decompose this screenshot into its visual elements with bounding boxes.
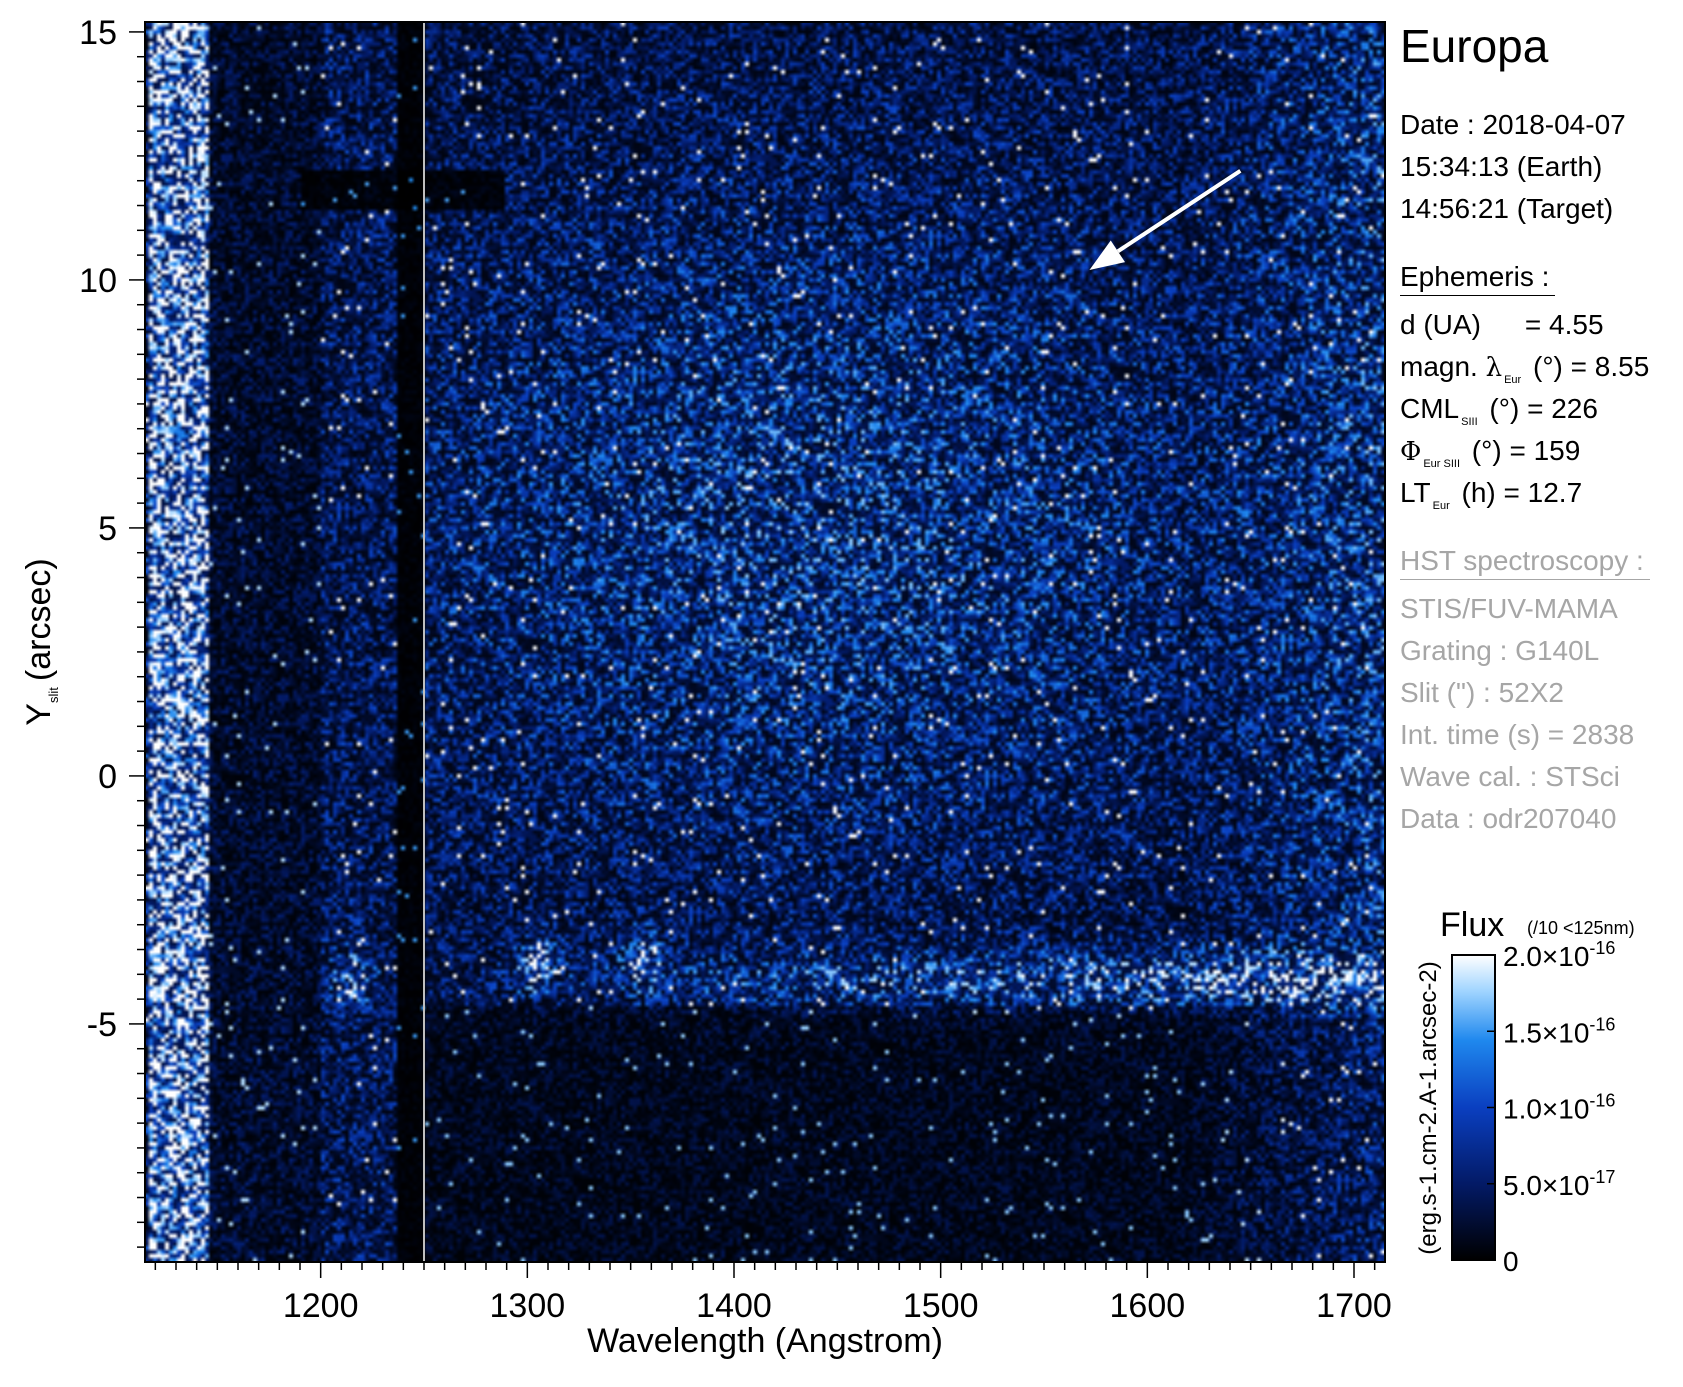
- distance-value: = 4.55: [1524, 309, 1604, 340]
- ephemeris-heading: Ephemeris :: [1400, 256, 1556, 298]
- cml-label: CML: [1400, 393, 1460, 424]
- x-tick-label: 1500: [903, 1287, 979, 1325]
- y-tick-label: 0: [98, 758, 117, 796]
- colorbar-tick-label: 1.5×10-16: [1503, 1014, 1615, 1048]
- colorbar-ticks: 2.0×10-16 1.5×10-16 1.0×10-16 5.0×10-17 0: [1487, 938, 1615, 1277]
- colorbar-title-note: (/10 <125nm): [1527, 918, 1635, 938]
- y-axis-label: Yslit (arcsec): [20, 558, 61, 725]
- cml-unit: (°): [1489, 393, 1520, 424]
- plot-frame: [144, 21, 1386, 1263]
- ephemeris-local-time: LT Eur (h) = 12.7: [1400, 472, 1582, 520]
- ephemeris-phase: Φ Eur SIII (°) = 159: [1400, 430, 1580, 478]
- lt-subscript: Eur: [1432, 500, 1450, 512]
- lambda-symbol: λ: [1485, 353, 1503, 383]
- arrow-indicator-shaft: [1116, 169, 1242, 253]
- y-axis-label-main: Y: [20, 703, 58, 726]
- y-tick-label: 5: [98, 510, 117, 548]
- colorbar-title: Flux: [1440, 906, 1504, 944]
- x-tick-label: 1400: [696, 1287, 772, 1325]
- phi-subscript: Eur SIII: [1423, 458, 1461, 470]
- x-tick-label: 1200: [283, 1287, 359, 1325]
- heatmap-plot-area: [144, 21, 1386, 1263]
- lt-label: LT: [1400, 477, 1431, 508]
- hst-data-id: Data : odr207040: [1400, 803, 1617, 834]
- ephemeris-cml: CML SIII (°) = 226: [1400, 388, 1598, 436]
- hst-title: HST spectroscopy :: [1400, 543, 1650, 580]
- observation-time-earth: 15:34:13 (Earth): [1400, 151, 1603, 182]
- heatmap-image: [145, 22, 1385, 1262]
- arrow-indicator-head: [1089, 240, 1126, 270]
- phi-symbol: Φ: [1400, 437, 1422, 467]
- phi-value: = 159: [1509, 435, 1581, 466]
- x-tick-label: 1600: [1110, 1287, 1186, 1325]
- ephemeris-magnetic-latitude: magn. λ Eur (°) = 8.55: [1400, 346, 1649, 394]
- cml-value: = 226: [1527, 393, 1598, 424]
- colorbar-unit-label: (erg.s-1.cm-2.A-1.arcsec-2): [1415, 961, 1442, 1254]
- y-tick-label: 15: [79, 14, 117, 52]
- lt-value: = 12.7: [1503, 477, 1583, 508]
- magn-prefix: magn.: [1400, 351, 1478, 382]
- hst-slit: Slit (") : 52X2: [1400, 677, 1564, 708]
- x-axis: 1200 1300 1400 1500 1600 1700: [154, 1262, 1392, 1325]
- distance-label: d (UA): [1400, 309, 1481, 340]
- ephemeris-distance: d (UA) = 4.55: [1400, 304, 1604, 346]
- observation-date: Date : 2018-04-07: [1400, 109, 1626, 140]
- ephemeris-title: Ephemeris :: [1400, 259, 1556, 296]
- x-tick-label: 1700: [1316, 1287, 1392, 1325]
- hst-wave-calibration: Wave cal. : STSci: [1400, 761, 1620, 792]
- hst-instrument: STIS/FUV-MAMA: [1400, 593, 1618, 624]
- y-tick-label: -5: [87, 1006, 117, 1044]
- lambda-subscript: Eur: [1504, 374, 1522, 386]
- y-axis: -5 0 5 10 15: [79, 14, 145, 1248]
- colorbar-tick-label: 5.0×10-17: [1503, 1167, 1615, 1201]
- x-tick-label: 1300: [490, 1287, 566, 1325]
- colorbar-tick-label: 2.0×10-16: [1503, 938, 1615, 972]
- magn-unit: (°): [1533, 351, 1563, 382]
- hst-grating: Grating : G140L: [1400, 635, 1600, 666]
- y-tick-label: 10: [79, 262, 117, 300]
- target-name: Europa: [1400, 20, 1549, 72]
- colorbar-tick-label: 1.0×10-16: [1503, 1091, 1615, 1125]
- hst-heading: HST spectroscopy :: [1400, 540, 1650, 582]
- magn-value: = 8.55: [1570, 351, 1650, 382]
- x-axis-label: Wavelength (Angstrom): [587, 1322, 943, 1360]
- y-axis-label-unit: (arcsec): [20, 558, 58, 681]
- cml-subscript: SIII: [1461, 416, 1478, 428]
- phi-unit: (°): [1471, 435, 1502, 466]
- hst-integration-time: Int. time (s) = 2838: [1400, 719, 1635, 750]
- colorbar-tick-label: 0: [1503, 1246, 1519, 1277]
- y-axis-label-sub: slit: [46, 687, 61, 703]
- lt-unit: (h): [1461, 477, 1496, 508]
- colorbar: 2.0×10-16 1.5×10-16 1.0×10-16 5.0×10-17 0 Fl…: [1415, 906, 1635, 1277]
- observation-time-target: 14:56:21 (Target): [1400, 193, 1614, 224]
